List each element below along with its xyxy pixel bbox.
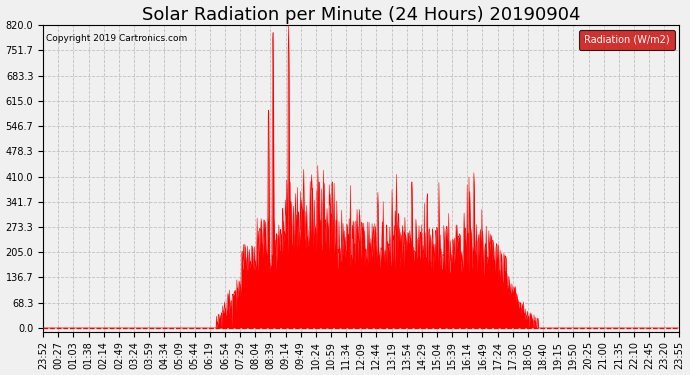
Text: Copyright 2019 Cartronics.com: Copyright 2019 Cartronics.com [46,34,188,43]
Legend: Radiation (W/m2): Radiation (W/m2) [579,30,675,50]
Title: Solar Radiation per Minute (24 Hours) 20190904: Solar Radiation per Minute (24 Hours) 20… [142,6,580,24]
